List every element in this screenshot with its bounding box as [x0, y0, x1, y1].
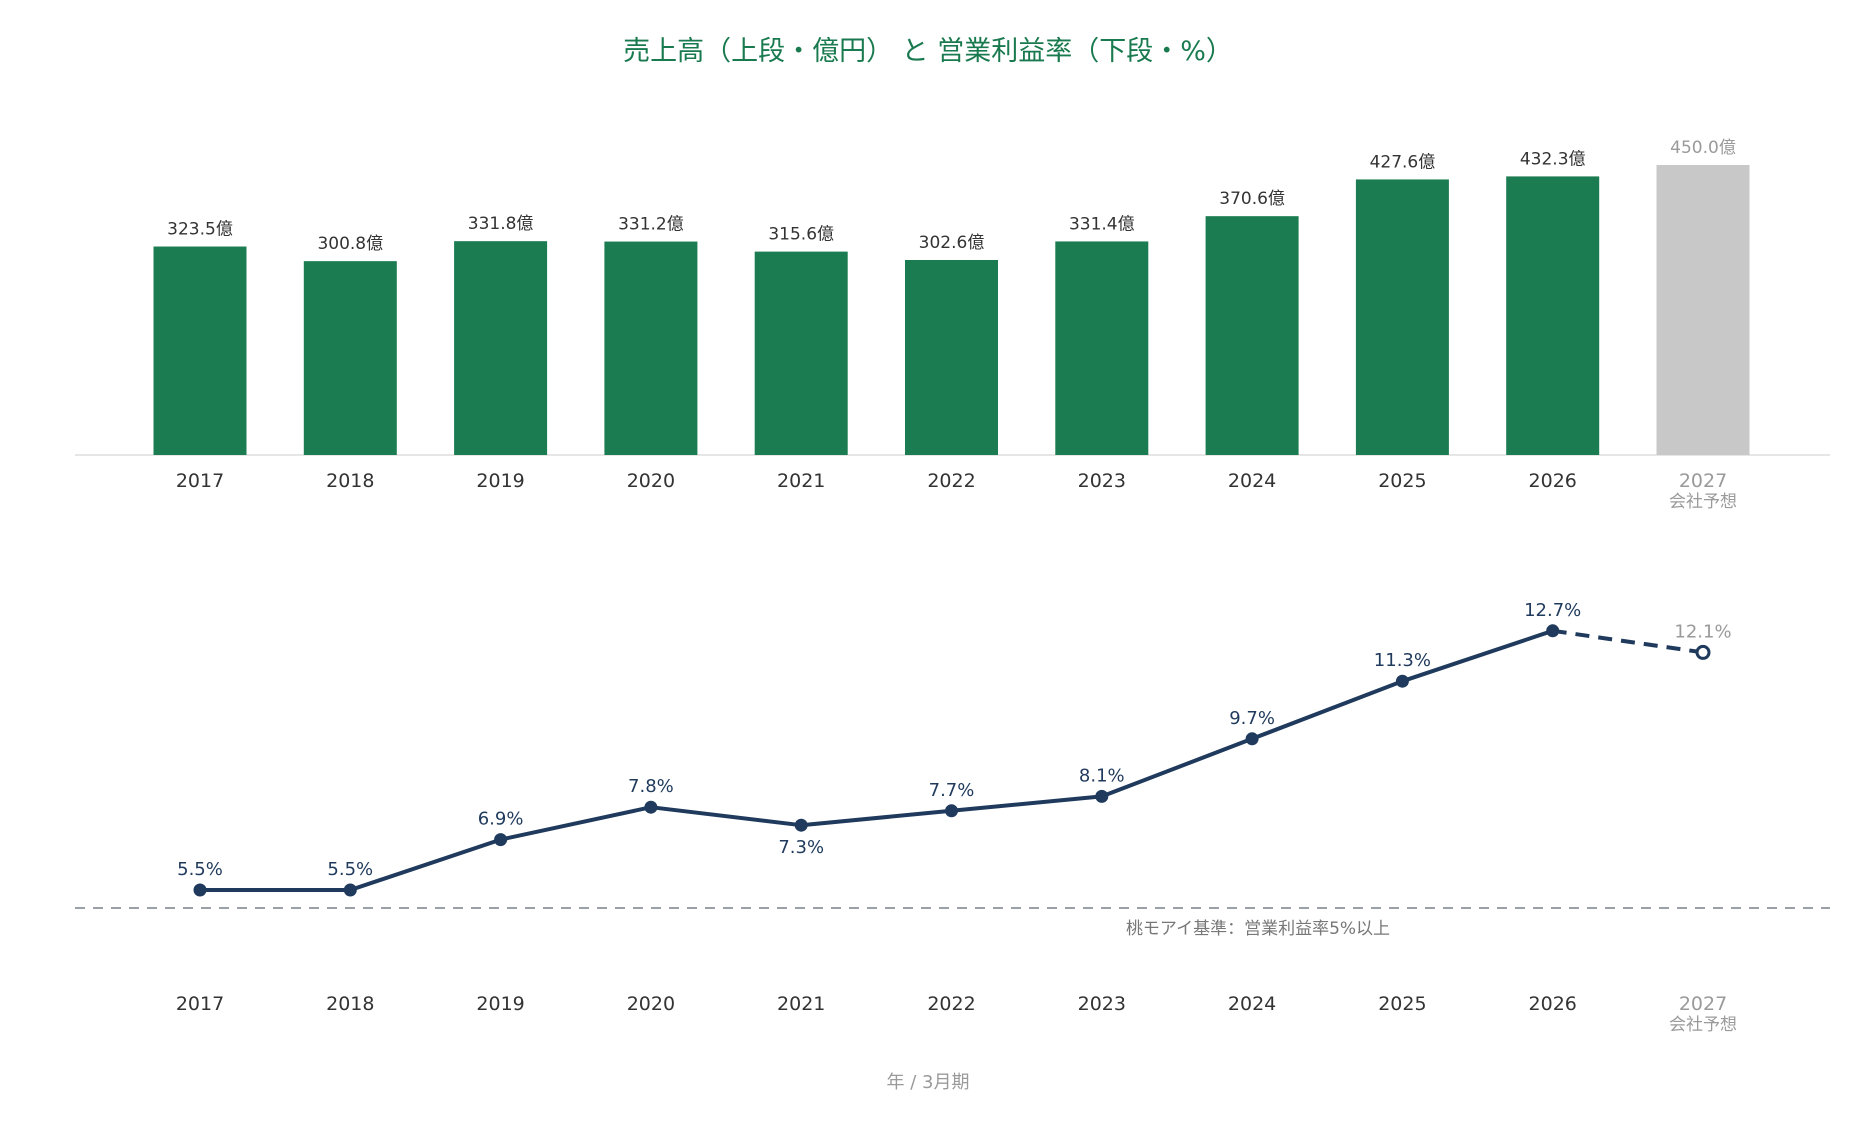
- margin-line-panel: 桃モアイ基準：営業利益率5%以上 5.5% 2017 5.5% 2018 6.9% 2019…: [75, 600, 1830, 1035]
- bar-value-label-2017: 323.5億: [167, 220, 233, 240]
- bar-value-label-2021: 315.6億: [768, 225, 834, 245]
- margin-point-2019: [494, 833, 508, 847]
- bar-x-tick-2022: 2022: [927, 470, 975, 492]
- bar-x-tick-2024: 2024: [1228, 470, 1276, 492]
- bar-x-tick-2020: 2020: [627, 470, 675, 492]
- bar-2024: [1205, 216, 1299, 455]
- reference-line-label: 桃モアイ基準：営業利益率5%以上: [1126, 919, 1390, 939]
- bar-x-tick-2023: 2023: [1078, 470, 1126, 492]
- bar-2020: [604, 241, 698, 455]
- bar-2027: [1656, 165, 1750, 455]
- bar-value-label-2027: 450.0億: [1670, 138, 1736, 158]
- margin-line-forecast: [1552, 628, 1704, 655]
- bar-2021: [754, 251, 848, 455]
- line-x-tick-2022: 2022: [927, 993, 975, 1015]
- margin-point-2025: [1395, 674, 1409, 688]
- line-x-tick-2017: 2017: [176, 993, 224, 1015]
- margin-value-label-2018: 5.5%: [327, 859, 373, 880]
- bar-x-tick-2026: 2026: [1529, 470, 1577, 492]
- margin-line-actual: [200, 628, 1554, 892]
- line-x-sublabel-2027: 会社予想: [1669, 1015, 1737, 1035]
- margin-value-label-2025: 11.3%: [1374, 650, 1431, 671]
- bar-2019: [454, 241, 548, 455]
- line-x-tick-2025: 2025: [1378, 993, 1426, 1015]
- margin-value-label-2026: 12.7%: [1524, 600, 1581, 621]
- line-x-tick-2019: 2019: [476, 993, 524, 1015]
- bar-2026: [1506, 176, 1600, 455]
- margin-point-2023: [1095, 789, 1109, 803]
- bar-value-label-2025: 427.6億: [1370, 152, 1436, 172]
- margin-point-2027: [1695, 644, 1711, 660]
- bar-value-label-2020: 331.2億: [618, 215, 684, 235]
- fiscal-year-axis-note: 年 / 3月期: [887, 1072, 970, 1093]
- margin-value-label-2022: 7.7%: [929, 780, 975, 801]
- margin-point-2022: [945, 804, 958, 818]
- bar-x-sublabel-2027: 会社予想: [1669, 492, 1737, 512]
- bar-2023: [1055, 241, 1149, 455]
- bar-value-label-2024: 370.6億: [1219, 189, 1285, 209]
- bar-x-tick-2025: 2025: [1378, 470, 1426, 492]
- margin-point-2018: [343, 883, 357, 897]
- bar-2018: [303, 261, 397, 455]
- bar-value-label-2023: 331.4億: [1069, 214, 1135, 234]
- margin-point-2020: [644, 800, 658, 814]
- bar-2022: [905, 259, 998, 455]
- bar-x-tick-2019: 2019: [476, 470, 524, 492]
- margin-value-label-2017: 5.5%: [177, 859, 223, 880]
- margin-value-label-2019: 6.9%: [478, 809, 524, 830]
- bar-value-label-2019: 331.8億: [468, 214, 534, 234]
- bar-x-tick-2021: 2021: [777, 470, 825, 492]
- revenue-bar-panel: 323.5億 2017 300.8億 2018 331.8億 2019 331.2億 2020…: [75, 138, 1830, 512]
- line-x-tick-2018: 2018: [326, 993, 374, 1015]
- margin-value-label-2023: 8.1%: [1079, 765, 1125, 786]
- line-x-tick-2024: 2024: [1228, 993, 1276, 1015]
- bar-value-label-2026: 432.3億: [1520, 149, 1586, 169]
- margin-value-label-2020: 7.8%: [628, 776, 674, 797]
- bar-x-tick-2018: 2018: [326, 470, 374, 492]
- bar-x-tick-2017: 2017: [176, 470, 224, 492]
- line-x-tick-2021: 2021: [777, 993, 825, 1015]
- line-x-tick-2026: 2026: [1529, 993, 1577, 1015]
- margin-point-2017: [193, 883, 207, 897]
- bar-value-label-2022: 302.6億: [919, 233, 985, 253]
- bar-2025: [1355, 179, 1449, 456]
- line-x-tick-2023: 2023: [1078, 993, 1126, 1015]
- margin-value-label-2027: 12.1%: [1674, 621, 1731, 642]
- margin-point-2026: [1546, 624, 1560, 638]
- bar-value-label-2018: 300.8億: [317, 234, 383, 254]
- chart-title: 売上高（上段・億円） と 営業利益率（下段・%）: [623, 36, 1233, 67]
- line-x-tick-2020: 2020: [627, 993, 675, 1015]
- margin-value-label-2021: 7.3%: [778, 837, 824, 858]
- bar-2017: [153, 246, 247, 455]
- margin-point-2024: [1245, 732, 1259, 746]
- margin-value-label-2024: 9.7%: [1229, 708, 1275, 729]
- margin-point-2021: [794, 818, 808, 832]
- bar-x-tick-2027: 2027: [1679, 470, 1727, 492]
- line-x-tick-2027: 2027: [1679, 993, 1727, 1015]
